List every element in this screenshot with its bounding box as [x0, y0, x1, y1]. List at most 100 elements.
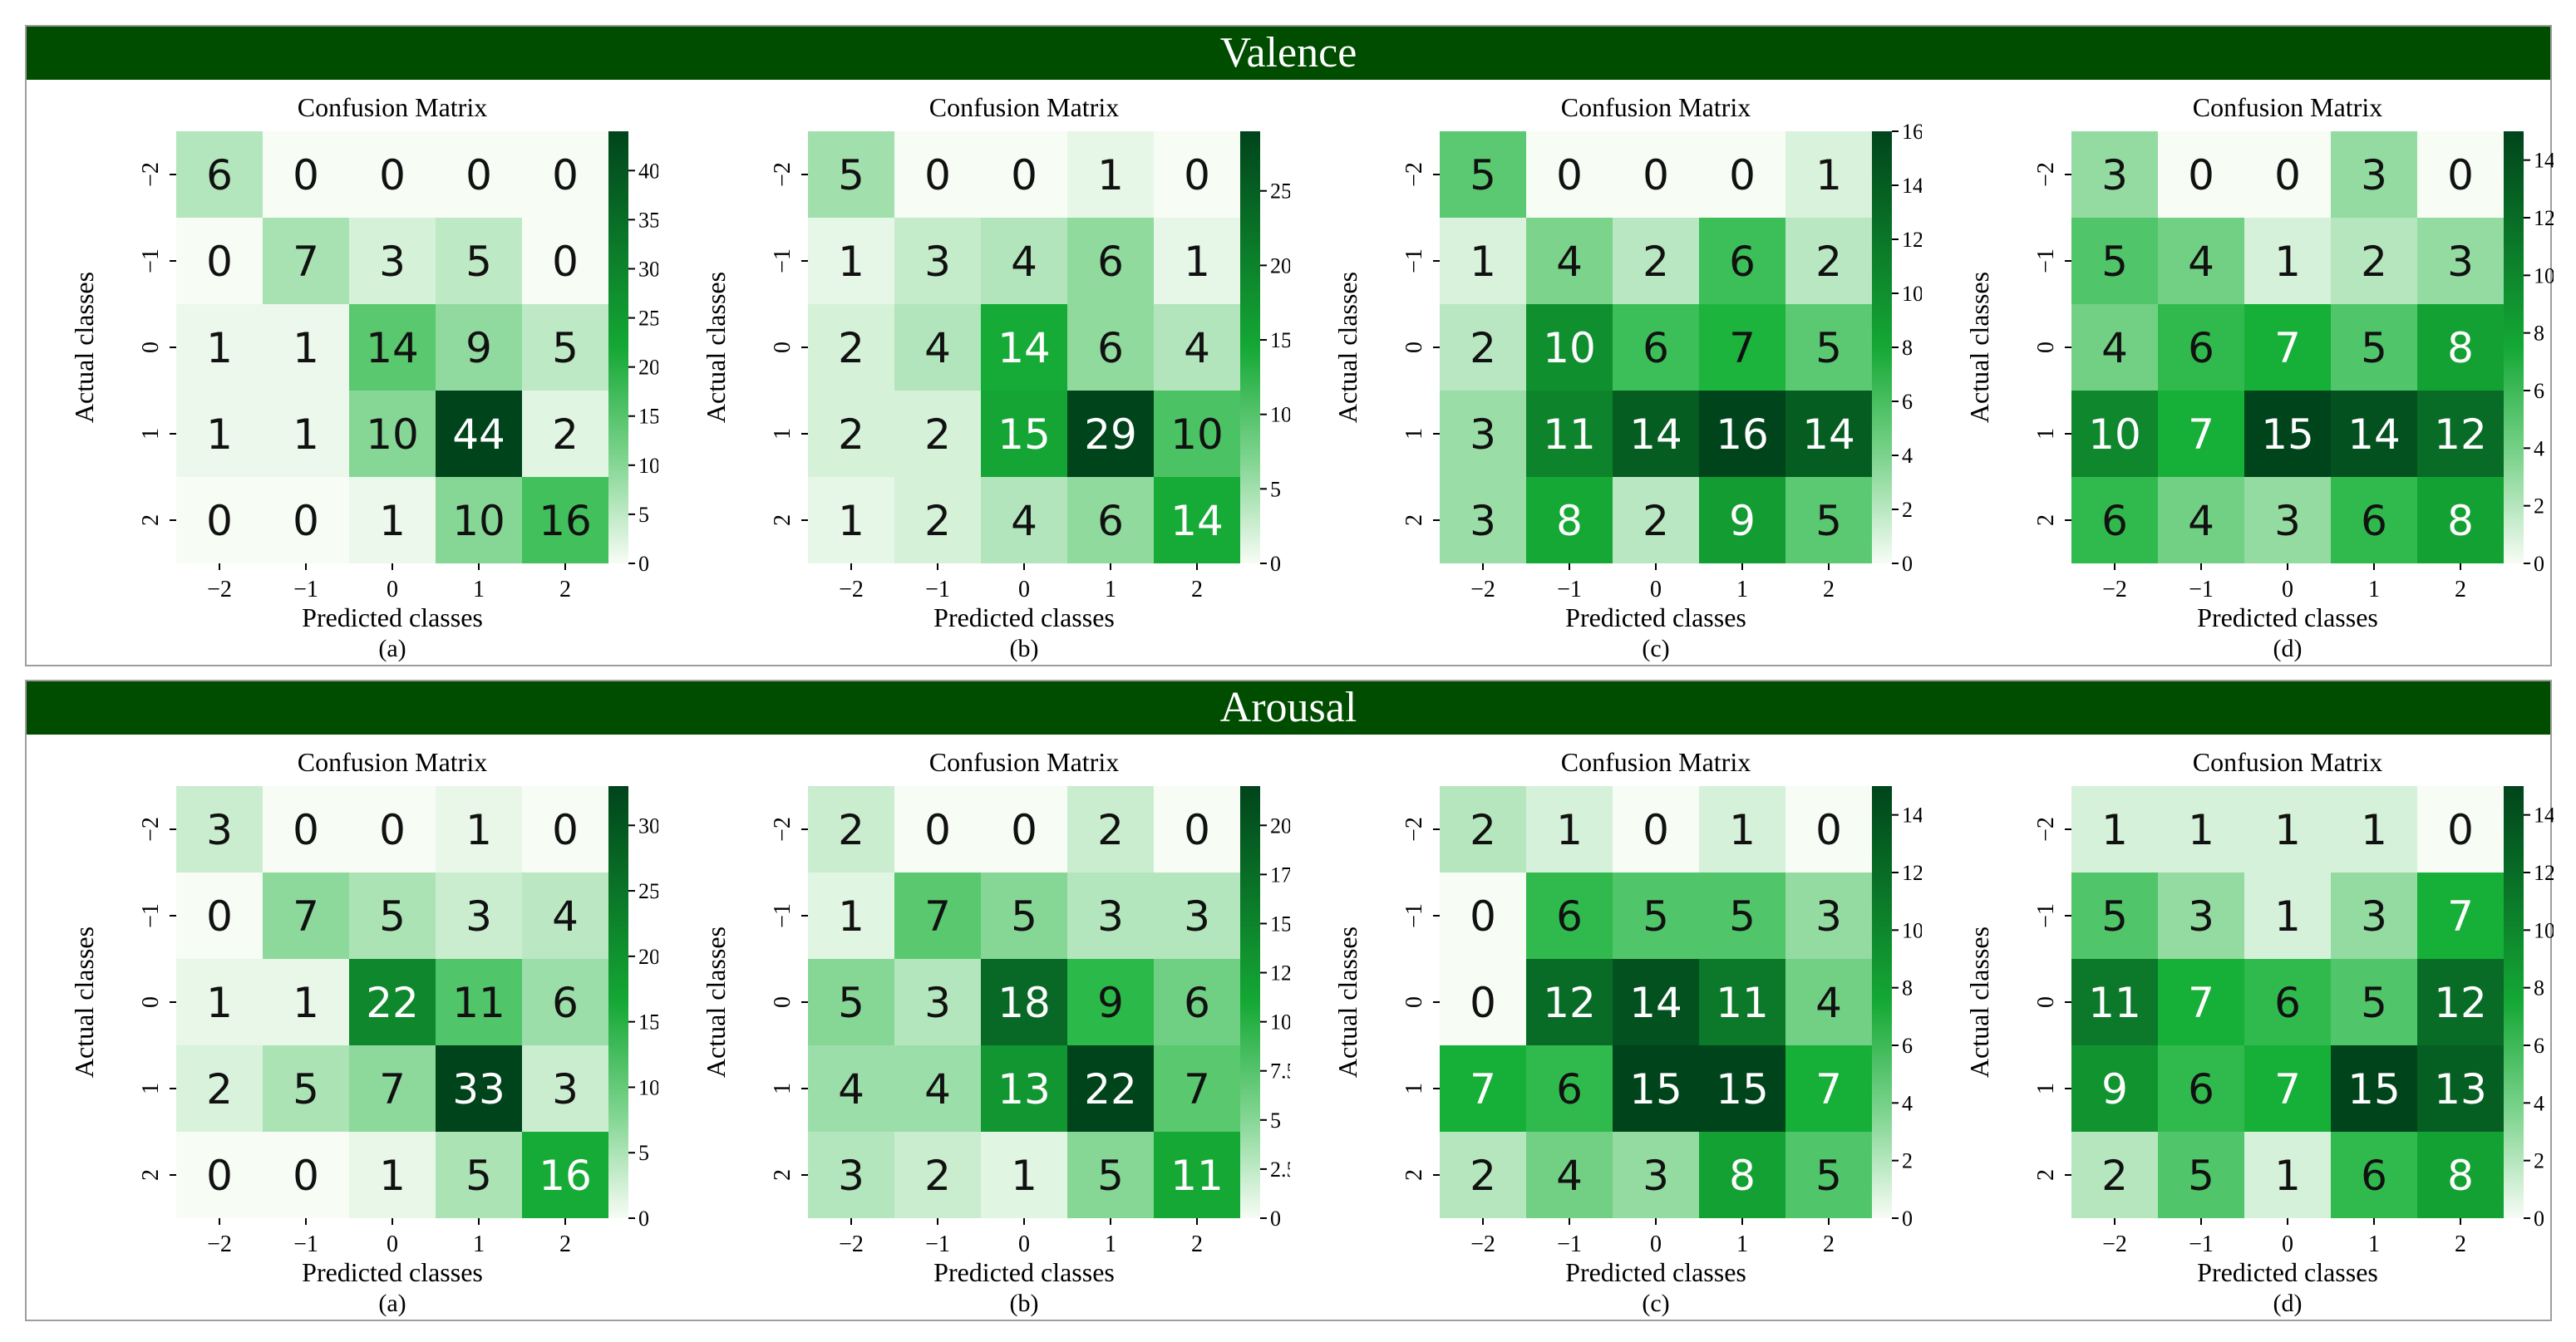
cell-value: 15 — [1716, 1065, 1769, 1113]
cell-value: 16 — [539, 497, 592, 545]
y-axis-label: Actual classes — [701, 272, 731, 423]
cell-value: 1 — [379, 1152, 406, 1200]
x-tick-label: 2 — [2455, 577, 2466, 602]
heatmap-cell — [2244, 786, 2331, 873]
heatmap-cell — [176, 131, 263, 218]
valence-panel-d: Confusion Matrix 3 0 0 3 0 5 4 1 2 3 4 6 7 5 8 10 7 15 14 12… — [1922, 81, 2555, 680]
heatmap-cell — [1613, 1045, 1699, 1132]
y-axis-label: Actual classes — [69, 272, 99, 423]
cell-value: 10 — [452, 497, 505, 545]
cell-value: 6 — [206, 151, 233, 199]
heatmap-cell — [2417, 477, 2504, 563]
cell-value: 9 — [465, 324, 492, 372]
cell-value: 4 — [552, 892, 579, 941]
colorbar — [1240, 131, 1260, 563]
x-tick-label: 1 — [2368, 577, 2380, 602]
x-tick-label: 2 — [2455, 1231, 2466, 1257]
cell-value: 9 — [1097, 979, 1124, 1027]
arousal-section: Arousal Confusion Matrix 3 0 0 1 0 0 7 5 3 4 1 1 22 11… — [25, 680, 2555, 1321]
cell-value: 5 — [552, 324, 579, 372]
y-axis-label: Actual classes — [1964, 272, 1994, 423]
y-tick-label: 2 — [1401, 1169, 1427, 1181]
x-axis-label: Predicted classes — [1565, 602, 1746, 632]
heatmap-cell — [263, 304, 349, 391]
heatmap-cell — [263, 1045, 349, 1132]
cell-value: 0 — [1184, 806, 1210, 854]
colorbar-tick-label: 0 — [2534, 1207, 2544, 1231]
cell-value: 0 — [206, 497, 233, 545]
cell-value: 0 — [552, 151, 579, 199]
heatmap-cell — [981, 959, 1067, 1045]
cell-value: 2 — [2101, 1152, 2128, 1200]
heatmap-cell — [2071, 218, 2158, 304]
cell-value: 0 — [1556, 151, 1583, 199]
cell-value: 6 — [1097, 497, 1124, 545]
cell-value: 3 — [2447, 238, 2474, 286]
x-tick-label: −2 — [839, 1231, 864, 1257]
cell-value: 5 — [293, 1065, 319, 1113]
y-tick-label: 1 — [1401, 428, 1427, 440]
cell-value: 1 — [2188, 806, 2214, 854]
heatmap-cell — [808, 131, 894, 218]
cell-value: 5 — [2188, 1152, 2214, 1200]
heatmap-cell — [2417, 218, 2504, 304]
heatmap-cell — [1613, 304, 1699, 391]
heatmap-cell — [2244, 873, 2331, 959]
heatmap-cell — [808, 1132, 894, 1218]
heatmap-cell — [1526, 873, 1613, 959]
heatmap-cell — [981, 873, 1067, 959]
heatmap-cell — [1526, 391, 1613, 477]
x-tick-label: −1 — [2189, 577, 2214, 602]
heatmap-cell — [2071, 959, 2158, 1045]
heatmap-cell — [2071, 304, 2158, 391]
valence-panel-b: Confusion Matrix 5 0 0 1 0 1 3 4 6 1 2 4 14 6 4 2 2 15 29 10… — [658, 81, 1292, 680]
cell-value: 11 — [2088, 979, 2141, 1027]
heatmap-cell — [1154, 1045, 1240, 1132]
heatmap-cell — [1526, 304, 1613, 391]
heatmap-cell — [1785, 131, 1872, 218]
cell-value: 2 — [1470, 806, 1496, 854]
cell-value: 4 — [1556, 238, 1583, 286]
y-tick-label: −1 — [1401, 248, 1427, 273]
cell-value: 5 — [1011, 892, 1037, 941]
x-tick-label: −1 — [925, 577, 950, 602]
cell-value: 2 — [1470, 324, 1496, 372]
heatmap-cell — [981, 477, 1067, 563]
colorbar-tick-label: 7.5 — [1270, 1059, 1290, 1084]
heatmap-cell — [436, 786, 522, 873]
cell-value: 6 — [2361, 497, 2387, 545]
heatmap-cell — [2071, 786, 2158, 873]
colorbar-tick-label: 15 — [638, 405, 658, 429]
cell-value: 0 — [552, 238, 579, 286]
heatmap-cell — [176, 873, 263, 959]
cell-value: 12 — [2434, 979, 2487, 1027]
heatmap-cell — [894, 131, 981, 218]
cell-value: 1 — [2274, 1152, 2301, 1200]
heatmap-cell — [1154, 218, 1240, 304]
cell-value: 6 — [1556, 1065, 1583, 1113]
cell-value: 15 — [1629, 1065, 1682, 1113]
y-axis-label: Actual classes — [1332, 927, 1362, 1078]
heatmap-cell — [1440, 477, 1526, 563]
heatmap-cell — [1154, 477, 1240, 563]
y-tick-label: 1 — [770, 428, 795, 440]
heatmap-cell — [1785, 218, 1872, 304]
heatmap-cell — [349, 959, 436, 1045]
x-tick-label: 0 — [387, 577, 398, 602]
heatmap-cell — [522, 873, 608, 959]
cell-value: 3 — [1097, 892, 1124, 941]
heatmap-cell — [2158, 1045, 2244, 1132]
cell-value: 18 — [997, 979, 1051, 1027]
cell-value: 10 — [2088, 410, 2141, 459]
x-tick-label: −2 — [1470, 577, 1495, 602]
heatmap-cell — [522, 1045, 608, 1132]
heatmap-cell — [349, 131, 436, 218]
y-tick-label: −1 — [138, 903, 164, 928]
cell-value: 7 — [1729, 324, 1756, 372]
colorbar-tick-label: 17.5 — [1270, 863, 1290, 887]
heatmap-cell — [2158, 873, 2244, 959]
y-tick-label: 0 — [770, 342, 795, 353]
heatmap-cell — [522, 1132, 608, 1218]
heatmap-cell — [263, 1132, 349, 1218]
